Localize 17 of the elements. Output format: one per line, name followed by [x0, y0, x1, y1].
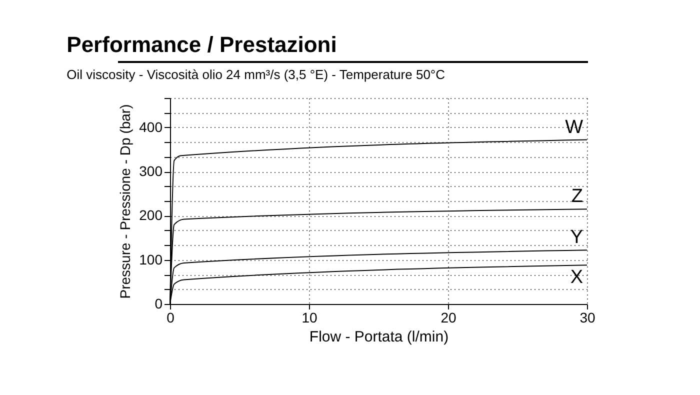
series-label: Y — [570, 227, 584, 248]
series-label: Z — [571, 186, 584, 208]
chart-title: Performance / Prestazioni — [66, 32, 337, 57]
chart-subtitle: Oil viscosity - Viscosità olio 24 mm³/s (3,5 °E) - Temperature 50°C — [66, 67, 446, 82]
y-tick-label: 0 — [154, 296, 163, 312]
x-tick-label: 0 — [166, 310, 175, 326]
x-tick-label: 10 — [302, 310, 318, 326]
y-tick-label: 400 — [139, 118, 163, 135]
y-tick-label: 200 — [139, 207, 163, 224]
series-label: X — [570, 267, 584, 288]
y-tick-label: 100 — [139, 251, 163, 268]
series-label: W — [565, 116, 584, 138]
x-axis-title: Flow - Portata (l/min) — [309, 328, 449, 346]
x-tick-label: 30 — [580, 310, 596, 326]
x-tick-label: 20 — [440, 310, 456, 326]
y-tick-label: 300 — [139, 163, 163, 180]
y-axis-title: Pressure - Pressione - Dp (bar) — [117, 104, 134, 299]
